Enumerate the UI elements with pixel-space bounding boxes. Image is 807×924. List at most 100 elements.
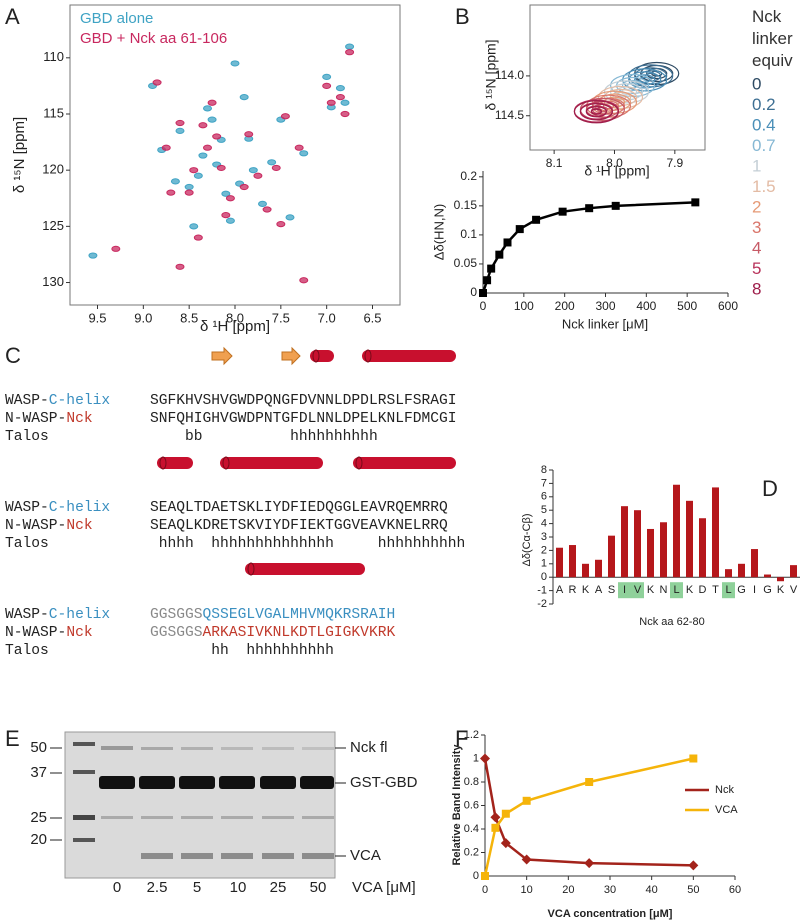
legend-label: Nck [715,784,734,796]
x-tick-label: 20 [562,884,574,896]
x-tick-label: 200 [555,299,575,313]
marker [585,204,594,213]
contour-level [597,85,644,110]
peak [161,144,171,151]
row-label: N-WASP- [5,411,66,427]
y-tick-label: 5 [541,504,547,516]
marker [691,198,700,207]
x-tick-label: V [634,584,642,596]
bar [647,528,654,578]
plot-frame [529,4,706,151]
marker [522,796,531,805]
row-label: WASP- [5,607,49,623]
x-tick-label: V [790,584,798,596]
marker [483,276,492,285]
contour-level [639,76,651,83]
peak [193,172,203,179]
marker [487,264,496,273]
marker [584,858,595,869]
panel-label: C [5,343,21,368]
peak [271,164,281,172]
marker [688,860,699,871]
marker [495,250,504,259]
bar [673,484,680,578]
x-tick-label: 8.1 [546,156,563,170]
unit-label: VCA [μM] [352,879,416,896]
marker [611,201,620,210]
x-tick-label: T [712,584,719,596]
peak [239,94,249,101]
peak [189,167,199,174]
contour-level [579,103,613,121]
y-axis-label: Relative Band Intensity [451,744,463,866]
x-tick-label: A [595,584,603,596]
row-label: C-helix [49,607,111,623]
marker [481,872,489,880]
y-axis-label: Δδ(Cα-Cβ) [521,513,533,566]
y-tick-label: 1.2 [464,729,479,741]
peak [326,99,336,106]
x-tick-label: D [699,584,707,596]
contour-level [590,108,602,115]
svg-text:WASP-C-helix: WASP-C-helix [5,393,110,409]
lane-label: 0 [113,879,121,896]
contour-level [573,100,619,124]
x-tick-label: 300 [595,299,615,313]
peak [221,212,231,219]
peak [285,214,295,221]
ladder-label: 25 [30,809,47,826]
svg-text:GGSGGSARKASIVKNLKDTLGIGKVKRK: GGSGGSARKASIVKNLKDTLGIGKVKRK [150,625,395,641]
sequence: SGFKHVSHVGWDPQNGFDVNNLDPDLRSLFSRAGI [150,393,457,409]
bar [569,545,576,578]
x-tick-label: G [763,584,772,596]
svg-text:N-WASP-Nck: N-WASP-Nck [5,411,93,427]
bar [712,487,719,578]
contour-level [645,72,657,80]
x-tick-label: 8.0 [606,156,623,170]
talos: hhhh hhhhhhhhhhhhhh hhhhhhhhhh [150,536,465,552]
panel-label: A [5,4,20,29]
peak [175,127,185,134]
marker [532,215,541,224]
peak [225,217,235,224]
x-axis-label: δ ¹H [ppm] [584,163,649,179]
y-tick-label: 0 [470,285,477,299]
row-label: WASP- [5,500,49,516]
bar [595,559,602,578]
peak [184,189,194,196]
marker [479,289,487,297]
x-tick-label: L [725,584,731,596]
x-tick-label: 60 [729,884,741,896]
contour [597,85,644,110]
peak [207,99,217,106]
peak [340,99,350,106]
bar [751,549,758,578]
marker [491,823,500,832]
x-tick-label: 400 [636,299,656,313]
lane-label: 5 [193,879,201,896]
y-tick-label: 114.5 [495,108,524,122]
secondary-structure [157,346,456,576]
marker [490,812,501,823]
peak [184,183,194,191]
peak [335,85,345,92]
x-tick-label: 9.5 [88,310,106,325]
bar [699,518,706,578]
x-tick-label: L [673,584,679,596]
legend-label: VCA [715,804,738,816]
x-tick-label: 500 [677,299,697,313]
peak [203,105,212,112]
highlight [618,582,631,599]
x-tick-label: 600 [718,299,738,313]
x-tick-label: S [608,584,615,596]
x-tick-label: 8.5 [180,310,198,325]
panel-label: F [455,726,468,751]
contour-level [621,79,644,92]
bar [686,500,693,578]
lane-label: 10 [230,879,247,896]
peak [280,113,290,120]
peak [345,43,355,50]
peak [111,245,121,252]
peak [299,277,309,284]
